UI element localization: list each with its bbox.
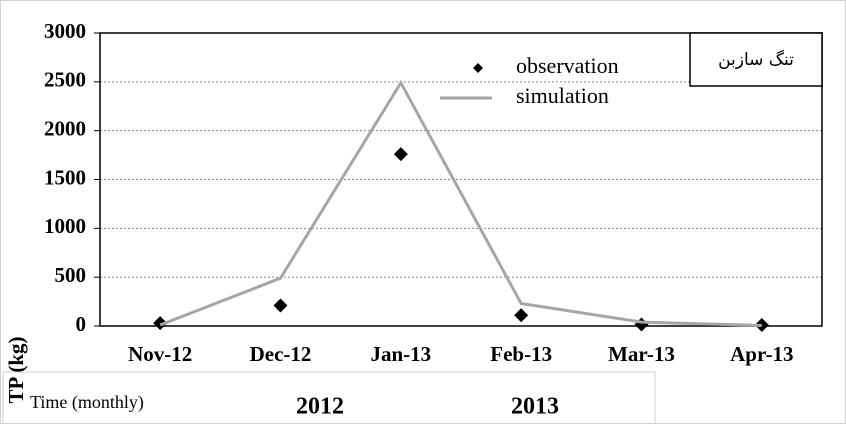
y-tick-label: 500 [55, 263, 87, 287]
x-tick-label: Jan-13 [370, 342, 431, 366]
x-tick-label: Nov-12 [128, 342, 192, 366]
observation-marker [273, 298, 288, 313]
y-tick-label: 1000 [44, 214, 86, 238]
y-tick-label: 2000 [44, 116, 86, 140]
annotation-box [689, 32, 823, 87]
x-axis-label: Time (monthly) [30, 392, 144, 413]
observation-marker [514, 308, 529, 323]
y-axis-label: TP (kg) [4, 336, 28, 403]
annotation: تنگ سازبن [718, 49, 794, 70]
legend-marker [473, 63, 483, 73]
x-tick-label: Dec-12 [250, 342, 312, 366]
simulation-line [159, 79, 762, 328]
legend-label: simulation [516, 83, 609, 108]
observation-marker [634, 317, 649, 332]
observation-marker [393, 147, 408, 162]
x-tick-label: Feb-13 [490, 342, 552, 366]
plot-area [99, 32, 823, 327]
year-label: 2012 [296, 394, 344, 420]
footer-box [2, 371, 656, 424]
y-tick-label: 3000 [44, 19, 86, 43]
y-tick-label: 0 [76, 312, 87, 336]
x-tick-label: Mar-13 [608, 342, 675, 366]
observation-marker [153, 316, 168, 331]
legend-label: observation [516, 53, 619, 78]
year-label: 2013 [511, 394, 559, 420]
y-tick-label: 2500 [44, 68, 86, 92]
x-tick-label: Apr-13 [730, 342, 793, 366]
y-tick-label: 1500 [44, 165, 86, 189]
